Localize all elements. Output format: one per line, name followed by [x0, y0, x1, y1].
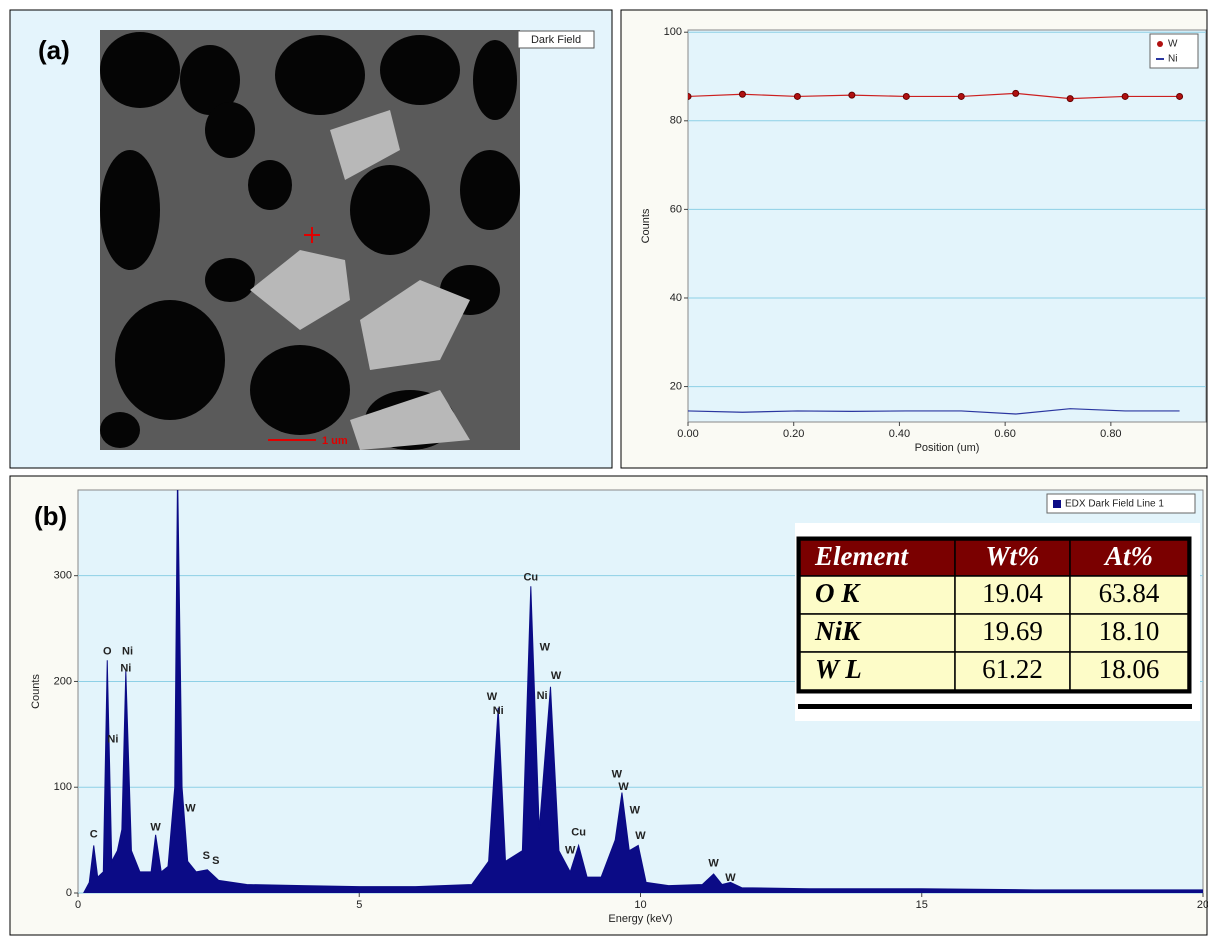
x-tick-label: 20 — [1197, 899, 1208, 911]
scale-bar-label: 1 um — [322, 435, 348, 447]
y-tick-label: 100 — [664, 26, 682, 38]
peak-label: W — [630, 804, 641, 816]
y-tick-label: 20 — [670, 380, 682, 392]
peak-label: W — [708, 857, 719, 869]
point — [849, 92, 855, 98]
peak-label: W — [725, 872, 736, 884]
cell-text: 19.04 — [982, 578, 1043, 608]
peak-label: Cu — [571, 827, 586, 839]
x-tick-label: 10 — [634, 899, 646, 911]
point — [1122, 93, 1128, 99]
x-tick-label: 0.80 — [1100, 428, 1121, 440]
legend-label: Ni — [1168, 54, 1177, 65]
y-tick-label: 60 — [670, 203, 682, 215]
y-tick-label: 200 — [54, 675, 72, 687]
y-axis-label: Counts — [640, 208, 652, 243]
peak-label: Ni — [493, 705, 504, 717]
peak-label: C — [90, 829, 98, 841]
figure: (a) Dark Field 1 um 204060801000.000.200… — [0, 0, 1208, 936]
cell-text: 18.10 — [1099, 616, 1160, 646]
cell-text: NiK — [814, 616, 862, 646]
peak-label: W — [551, 670, 562, 682]
y-tick-label: 100 — [54, 781, 72, 793]
mode-label: Dark Field — [531, 34, 581, 46]
x-tick-label: 0.20 — [783, 428, 804, 440]
legend-swatch — [1157, 41, 1163, 47]
panel-label: (b) — [34, 501, 67, 531]
y-tick-label: 300 — [54, 570, 72, 582]
y-tick-label: 0 — [66, 887, 72, 899]
point — [1177, 93, 1183, 99]
peak-label: W — [618, 781, 629, 793]
point — [1013, 90, 1019, 96]
table-rule — [798, 704, 1192, 709]
point — [794, 93, 800, 99]
header-text: Wt% — [986, 541, 1040, 571]
y-axis-label: Counts — [30, 674, 42, 709]
peak-label: W — [565, 845, 576, 857]
x-tick-label: 5 — [356, 899, 362, 911]
cell-text: 19.69 — [982, 616, 1043, 646]
peak-label: Ni — [107, 734, 118, 746]
header-text: At% — [1103, 541, 1153, 571]
peak-label: Ni — [537, 690, 548, 702]
panel-label: (a) — [38, 35, 70, 65]
peak-label: W — [185, 802, 196, 814]
point — [903, 93, 909, 99]
x-tick-label: 0.40 — [889, 428, 910, 440]
peak-label: W — [612, 768, 623, 780]
y-tick-label: 40 — [670, 292, 682, 304]
peak-label: Cu — [523, 572, 538, 584]
peak-label: Ni — [122, 646, 133, 658]
peak-label: W — [150, 821, 161, 833]
peak-label: S — [203, 850, 210, 862]
legend-label: EDX Dark Field Line 1 — [1065, 499, 1164, 510]
x-tick-label: 0.60 — [994, 428, 1015, 440]
plot-area — [688, 30, 1206, 422]
point — [958, 93, 964, 99]
peak-label: Ni — [120, 663, 131, 675]
cell-text: 63.84 — [1099, 578, 1160, 608]
point — [1067, 96, 1073, 102]
x-tick-label: 0.00 — [677, 428, 698, 440]
x-tick-label: 0 — [75, 899, 81, 911]
peak-label: S — [212, 855, 219, 867]
x-axis-label: Position (um) — [915, 442, 980, 454]
cell-text: W L — [815, 654, 862, 684]
cell-text: 18.06 — [1099, 654, 1160, 684]
peak-label: W — [635, 830, 646, 842]
peak-label: W — [540, 642, 551, 654]
header-text: Element — [814, 541, 909, 571]
legend-swatch — [1053, 500, 1061, 508]
cell-text: 61.22 — [982, 654, 1043, 684]
point — [739, 91, 745, 97]
peak-label: O — [103, 646, 112, 658]
peak-label: W — [487, 691, 498, 703]
legend-label: W — [1168, 39, 1178, 50]
x-axis-label: Energy (keV) — [608, 913, 672, 925]
cell-text: O K — [815, 578, 861, 608]
micrograph — [100, 30, 520, 450]
y-tick-label: 80 — [670, 115, 682, 127]
x-tick-label: 15 — [916, 899, 928, 911]
